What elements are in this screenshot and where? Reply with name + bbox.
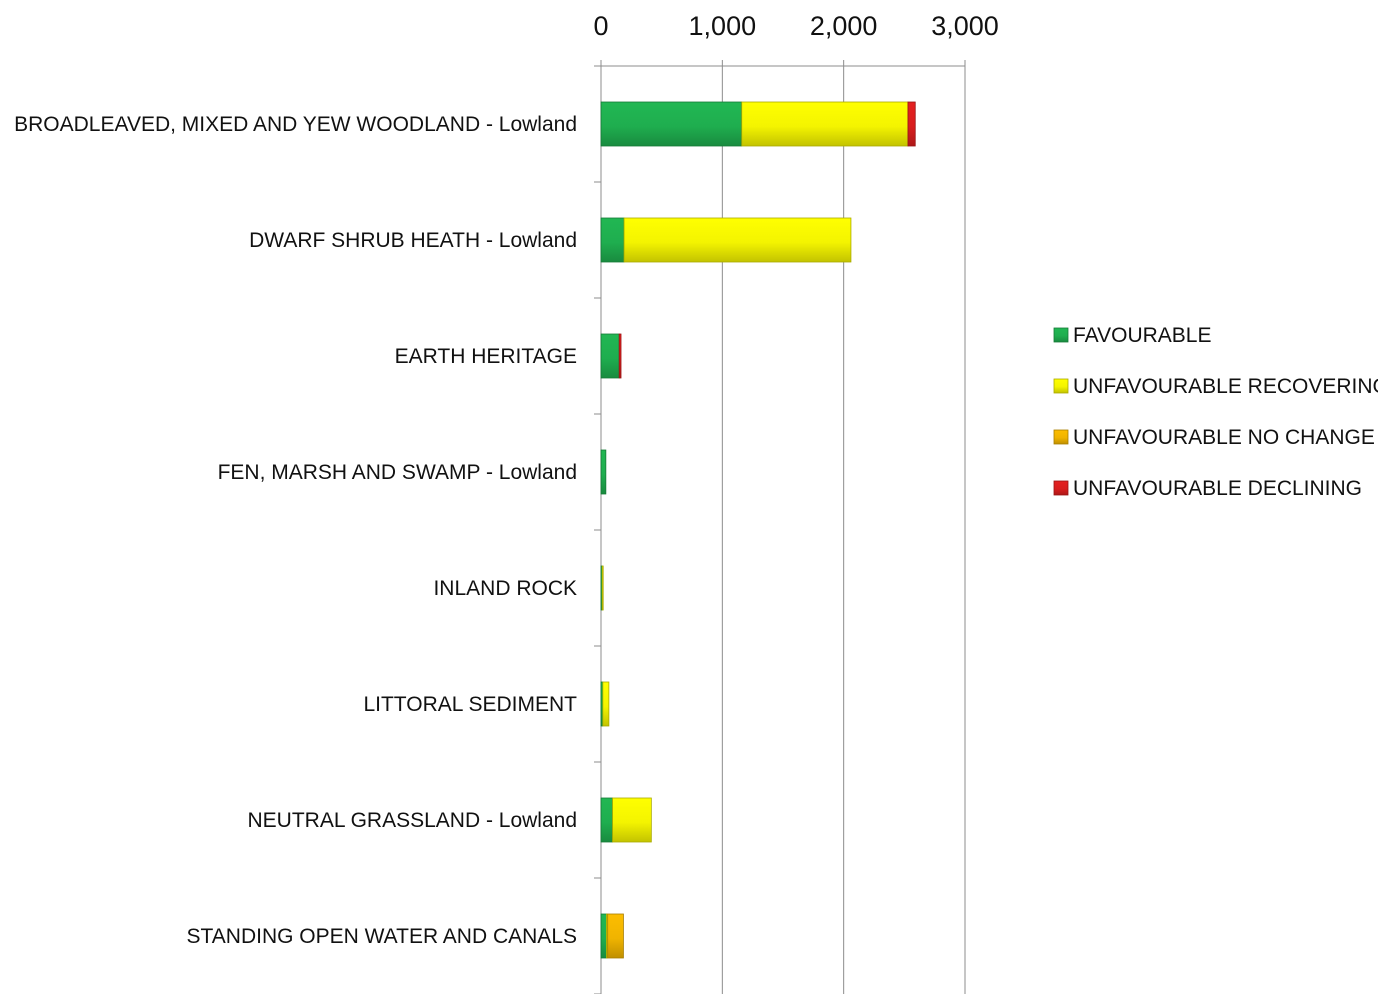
axes: 0 1,000 2,000 3,000 xyxy=(593,11,999,994)
legend-label: UNFAVOURABLE NO CHANGE xyxy=(1073,426,1375,449)
bars xyxy=(600,101,916,959)
bar-segment xyxy=(600,217,625,263)
category-label: EARTH HERITAGE xyxy=(395,345,577,368)
bar-segment xyxy=(607,913,624,959)
bar-segment xyxy=(618,333,622,379)
bar-segment xyxy=(600,333,620,379)
legend-label: FAVOURABLE xyxy=(1073,324,1212,347)
x-tick-label: 0 xyxy=(593,11,608,41)
legend-label: UNFAVOURABLE RECOVERING xyxy=(1073,375,1378,398)
legend-swatch xyxy=(1053,480,1069,496)
bar-segment xyxy=(741,101,909,147)
category-labels: BROADLEAVED, MIXED AND YEW WOODLAND - Lo… xyxy=(14,113,577,948)
bar-segment xyxy=(600,101,743,147)
legend-swatch xyxy=(1053,429,1069,445)
legend: FAVOURABLE UNFAVOURABLE RECOVERING UNFAVOU… xyxy=(1053,324,1378,500)
category-label: STANDING OPEN WATER AND CANALS xyxy=(187,925,578,948)
gridlines xyxy=(721,66,966,994)
bar-segment xyxy=(602,681,610,727)
category-label: INLAND ROCK xyxy=(433,577,577,600)
legend-label: UNFAVOURABLE DECLINING xyxy=(1073,477,1362,500)
bar-segment xyxy=(600,797,613,843)
bar-segment xyxy=(612,797,652,843)
legend-swatch xyxy=(1053,327,1069,343)
bar-segment xyxy=(601,565,604,611)
legend-swatch xyxy=(1053,378,1069,394)
category-label: NEUTRAL GRASSLAND - Lowland xyxy=(248,809,578,832)
bar-segment xyxy=(600,913,607,959)
x-tick-label: 1,000 xyxy=(689,11,757,41)
category-label: DWARF SHRUB HEATH - Lowland xyxy=(249,229,577,252)
category-label: BROADLEAVED, MIXED AND YEW WOODLAND - Lo… xyxy=(14,113,577,136)
x-tick-label: 2,000 xyxy=(810,11,878,41)
bar-segment xyxy=(600,449,607,495)
bar-segment xyxy=(623,217,852,263)
category-label: LITTORAL SEDIMENT xyxy=(363,693,577,716)
x-tick-label: 3,000 xyxy=(931,11,999,41)
bar-segment xyxy=(907,101,916,147)
category-label: FEN, MARSH AND SWAMP - Lowland xyxy=(218,461,577,484)
